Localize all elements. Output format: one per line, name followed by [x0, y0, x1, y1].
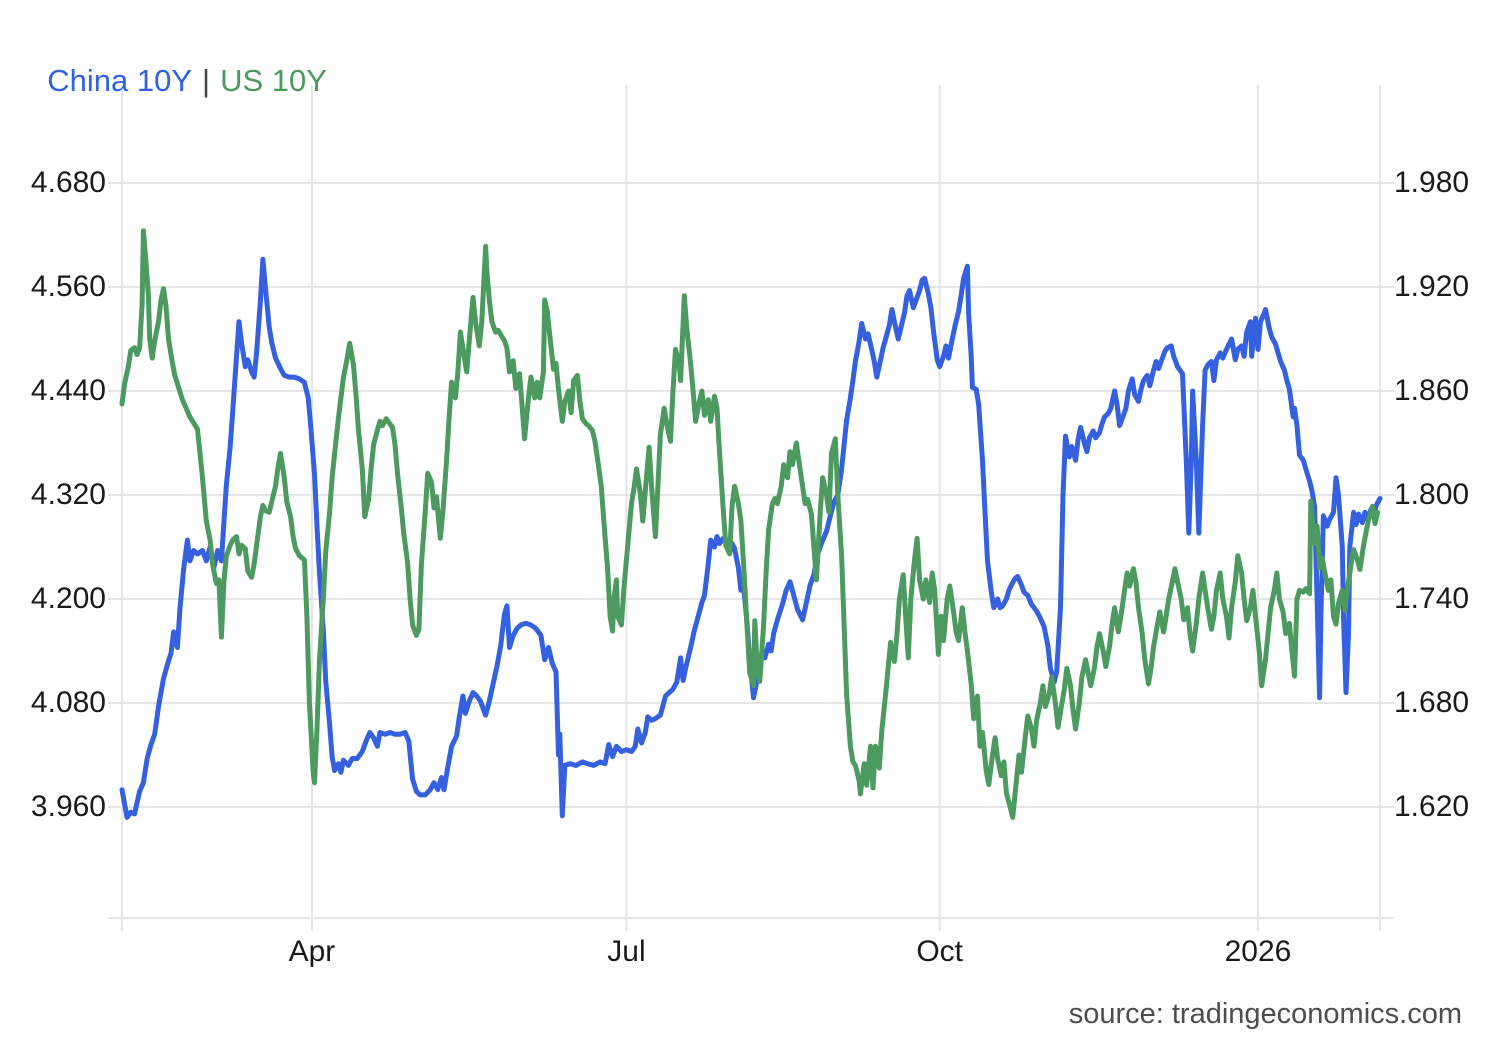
y-axis-left-label-4.680: 4.680	[30, 166, 106, 199]
y-axis-left-label-4.080: 4.080	[30, 686, 106, 719]
y-axis-right-label-1.920: 1.920	[1394, 270, 1470, 303]
y-axis-left-label-4.200: 4.200	[30, 582, 106, 615]
y-axis-right-label-1.680: 1.680	[1394, 686, 1470, 719]
source-attribution: source: tradingeconomics.com	[1068, 998, 1462, 1030]
y-axis-left-label-4.560: 4.560	[30, 270, 106, 303]
y-axis-right-label-1.860: 1.860	[1394, 374, 1470, 407]
y-axis-right-label-1.800: 1.800	[1394, 478, 1470, 511]
y-axis-right-label-1.980: 1.980	[1394, 166, 1470, 199]
x-axis-label-Oct: Oct	[916, 935, 964, 968]
legend-item-china-10y[interactable]: China 10Y	[47, 63, 193, 98]
x-axis-label-Jul: Jul	[607, 935, 646, 968]
legend-item-us-10y[interactable]: US 10Y	[220, 63, 327, 98]
y-axis-right-label-1.620: 1.620	[1394, 790, 1470, 823]
y-axis-left-label-4.320: 4.320	[30, 478, 106, 511]
x-axis-label-Apr: Apr	[288, 935, 336, 968]
x-axis-label-2026: 2026	[1224, 935, 1292, 968]
us-10y-line	[119, 228, 1380, 820]
y-axis-left-label-4.440: 4.440	[30, 374, 106, 407]
legend: China 10Y | US 10Y	[30, 24, 327, 100]
y-axis-right-label-1.740: 1.740	[1394, 582, 1470, 615]
legend-separator: |	[202, 63, 211, 98]
y-axis-left-label-3.960: 3.960	[30, 790, 106, 823]
